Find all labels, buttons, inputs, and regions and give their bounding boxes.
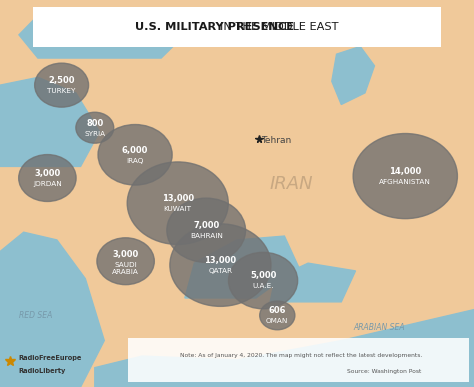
Text: U.S. MILITARY PRESENCE: U.S. MILITARY PRESENCE (135, 22, 294, 32)
Circle shape (167, 198, 246, 262)
Text: RED SEA: RED SEA (19, 311, 52, 320)
Text: TURKEY: TURKEY (47, 88, 76, 94)
Text: 13,000: 13,000 (162, 194, 194, 203)
Polygon shape (0, 77, 100, 166)
Text: 14,000: 14,000 (389, 167, 421, 176)
Text: 800: 800 (86, 118, 103, 128)
Text: 7,000: 7,000 (193, 221, 219, 230)
Text: RadioLiberty: RadioLiberty (18, 368, 65, 374)
Text: JORDAN: JORDAN (33, 181, 62, 187)
Text: BAHRAIN: BAHRAIN (190, 233, 223, 239)
Text: 13,000: 13,000 (204, 256, 237, 265)
Circle shape (76, 112, 114, 143)
Circle shape (353, 134, 457, 219)
Text: 2,500: 2,500 (48, 76, 75, 85)
Text: Tehran: Tehran (261, 135, 291, 145)
Text: U.A.E.: U.A.E. (252, 283, 274, 289)
Text: IRAN: IRAN (270, 175, 313, 193)
Text: SYRIA: SYRIA (84, 130, 105, 137)
Circle shape (260, 301, 295, 330)
Polygon shape (185, 236, 299, 298)
Circle shape (18, 154, 76, 202)
Polygon shape (19, 15, 185, 58)
Polygon shape (0, 232, 104, 387)
Circle shape (228, 252, 298, 309)
Circle shape (98, 125, 172, 185)
Circle shape (97, 238, 155, 285)
Circle shape (127, 162, 228, 245)
Circle shape (170, 224, 271, 307)
Text: ARABIA: ARABIA (112, 269, 139, 275)
Text: KUWAIT: KUWAIT (164, 206, 192, 212)
Text: OMAN: OMAN (266, 318, 289, 324)
Text: IRAQ: IRAQ (127, 158, 144, 164)
Text: 3,000: 3,000 (112, 250, 139, 259)
Text: ARABIAN SEA: ARABIAN SEA (354, 322, 405, 332)
Text: 606: 606 (269, 306, 286, 315)
FancyBboxPatch shape (33, 7, 441, 47)
Text: Note: As of January 4, 2020. The map might not reflect the latest developments.: Note: As of January 4, 2020. The map mig… (180, 353, 422, 358)
Text: QATAR: QATAR (209, 268, 232, 274)
FancyBboxPatch shape (128, 338, 469, 382)
Text: 3,000: 3,000 (34, 169, 61, 178)
Polygon shape (332, 46, 374, 104)
Polygon shape (95, 310, 474, 387)
Polygon shape (270, 263, 356, 302)
Text: IN THE MIDDLE EAST: IN THE MIDDLE EAST (220, 22, 339, 32)
Text: 5,000: 5,000 (250, 271, 276, 281)
Text: RadioFreeEurope: RadioFreeEurope (18, 355, 82, 361)
Text: 6,000: 6,000 (122, 146, 148, 155)
Text: AFGHANISTAN: AFGHANISTAN (379, 179, 431, 185)
Text: Source: Washington Post: Source: Washington Post (347, 369, 421, 374)
Circle shape (35, 63, 89, 107)
Text: SAUDI: SAUDI (114, 262, 137, 268)
